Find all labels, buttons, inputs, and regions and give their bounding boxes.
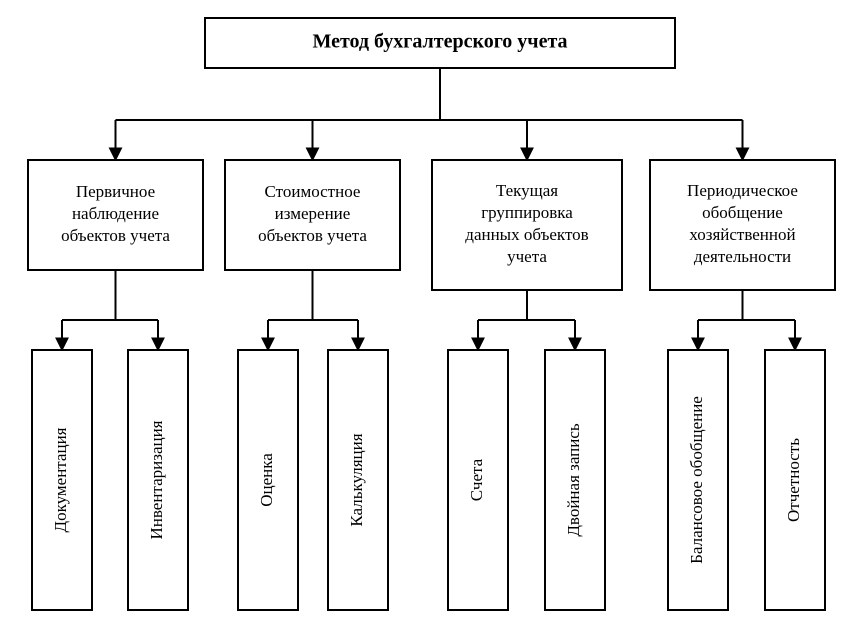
node-mid1: Первичное наблюдение объектов учета [28, 160, 203, 270]
node-label-mid2-line0: Стоимостное [265, 182, 361, 201]
node-label-mid4-line3: деятельности [694, 247, 791, 266]
node-label-mid4-line1: обобщение [702, 203, 783, 222]
node-label-mid4-line2: хозяйственной [689, 225, 795, 244]
node-leaf7: Балансовое обобщение [668, 350, 728, 610]
node-label-leaf7: Балансовое обобщение [687, 396, 706, 564]
node-root: Метод бухгалтерского учета [205, 18, 675, 68]
node-mid3: Текущая группировка данных объектов учета [432, 160, 622, 290]
node-label-leaf5: Счета [467, 458, 486, 501]
diagram-canvas: Метод бухгалтерского учета Первичное наблю… [0, 0, 859, 633]
node-label-mid1-line0: Первичное [76, 182, 155, 201]
node-label-mid1-line2: объектов учета [61, 226, 170, 245]
node-label-mid2-line2: объектов учета [258, 226, 367, 245]
node-label-leaf4: Калькуляция [347, 433, 366, 526]
node-leaf4: Калькуляция [328, 350, 388, 610]
node-leaf2: Инвентаризация [128, 350, 188, 610]
node-label-mid3-line0: Текущая [496, 181, 558, 200]
node-label-mid3-line3: учета [507, 247, 547, 266]
node-label-leaf1: Документация [51, 427, 70, 532]
node-label-mid3-line2: данных объектов [465, 225, 588, 244]
node-label-leaf8: Отчетность [784, 438, 803, 522]
node-leaf6: Двойная запись [545, 350, 605, 610]
node-mid4: Периодическое обобщение хозяйственной деяте… [650, 160, 835, 290]
nodes-layer: Метод бухгалтерского учета Первичное наблю… [28, 18, 835, 610]
node-label-mid2-line1: измерение [275, 204, 351, 223]
node-label-root-line0: Метод бухгалтерского учета [312, 31, 567, 53]
node-leaf3: Оценка [238, 350, 298, 610]
node-label-leaf6: Двойная запись [564, 423, 583, 537]
node-leaf5: Счета [448, 350, 508, 610]
node-label-mid4-line0: Периодическое [687, 181, 798, 200]
node-label-mid3-line1: группировка [481, 203, 573, 222]
node-mid2: Стоимостное измерение объектов учета [225, 160, 400, 270]
node-label-leaf3: Оценка [257, 453, 276, 507]
node-leaf8: Отчетность [765, 350, 825, 610]
node-label-leaf2: Инвентаризация [147, 420, 166, 539]
node-label-mid1-line1: наблюдение [72, 204, 159, 223]
node-leaf1: Документация [32, 350, 92, 610]
